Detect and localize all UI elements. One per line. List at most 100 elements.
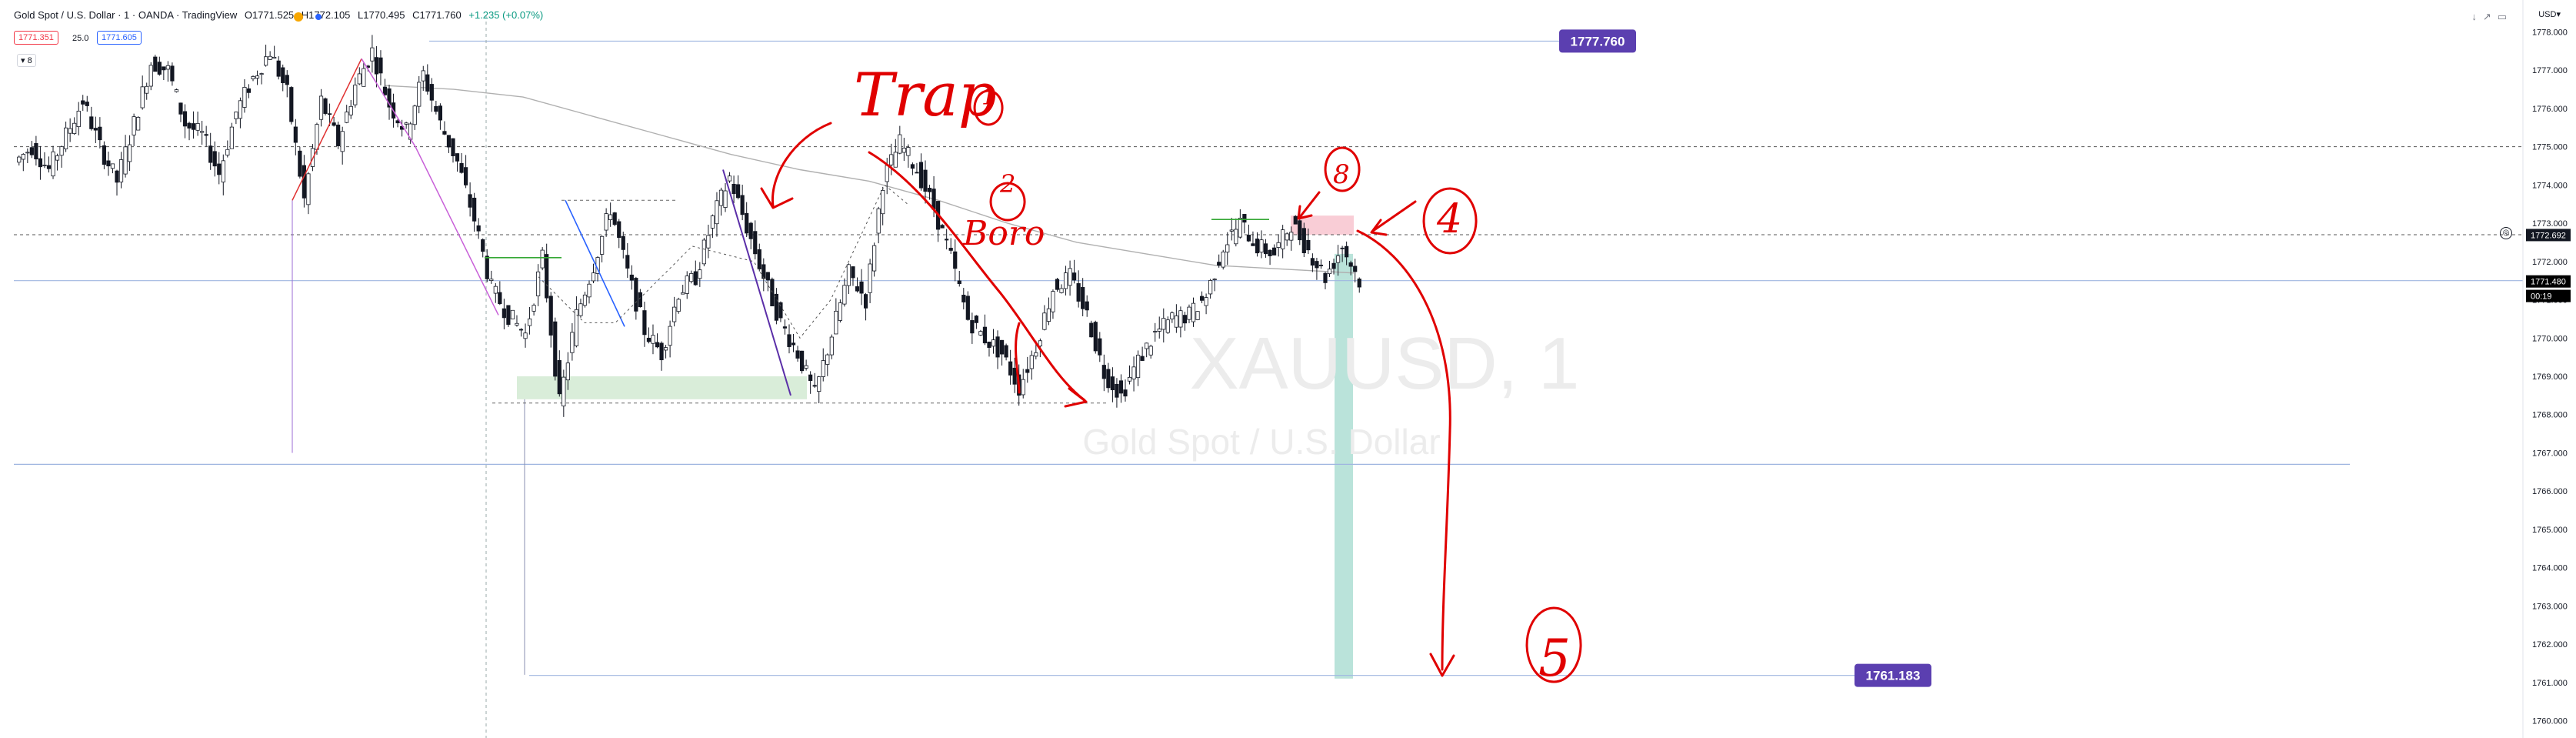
candle-body [1038, 340, 1042, 347]
candle-body [1281, 229, 1285, 249]
candle-body [515, 322, 519, 326]
candle-body [740, 195, 745, 215]
candle-body [851, 266, 855, 279]
lots-toggle[interactable]: ▾ 8 [17, 54, 36, 67]
candle-body [459, 162, 464, 173]
candle-body [1212, 279, 1217, 281]
candle-body [915, 172, 919, 174]
candle-body [434, 105, 438, 112]
candle-body [1306, 239, 1311, 251]
target-zone [1335, 253, 1353, 679]
candle-body [651, 335, 655, 344]
target-icon[interactable]: ◎ [2500, 227, 2512, 239]
candle-body [1195, 311, 1200, 320]
candle-body [315, 124, 319, 150]
candle-body [1034, 352, 1038, 357]
candle-body [565, 362, 570, 381]
candle-body [748, 222, 753, 239]
candle-body [51, 151, 55, 177]
candle-body [842, 285, 847, 305]
window-controls[interactable]: ↓↗▭ [2471, 11, 2513, 22]
candle-body [476, 225, 481, 232]
symbol-title[interactable]: Gold Spot / U.S. Dollar · 1 · OANDA · Tr… [14, 9, 238, 21]
candle-body [668, 326, 672, 346]
axis-tick-label: 1768.000 [2532, 411, 2568, 420]
candle-body [178, 102, 183, 115]
candle-body [502, 308, 506, 319]
visibility-toggle-icon[interactable] [294, 12, 303, 22]
axis-price-tag: 1771.480 [2531, 278, 2566, 287]
candle-body [93, 128, 98, 131]
candle-body [1182, 315, 1188, 324]
candle-body [285, 75, 289, 85]
candle-body [1255, 239, 1260, 254]
spread-value: 25.0 [72, 34, 89, 43]
candle-body [927, 188, 932, 192]
candle-body [118, 159, 124, 182]
axis-tick-label: 1769.000 [2532, 372, 2568, 382]
candle-body [612, 212, 617, 225]
candle-body [868, 263, 872, 293]
moving-average-line [384, 85, 1355, 274]
candle-body [872, 245, 877, 272]
candle-body [268, 55, 272, 60]
candle-body [1315, 261, 1319, 269]
candle-body [123, 146, 128, 175]
candle-body [663, 347, 668, 351]
candle-body [804, 365, 808, 369]
candle-body [145, 85, 149, 94]
axis-tick-label: 1766.000 [2532, 487, 2568, 496]
candle-body [221, 160, 225, 183]
candle-body [489, 279, 494, 282]
candle-body [225, 149, 230, 156]
axis-tick-label: 1776.000 [2532, 105, 2568, 114]
candle-body [855, 286, 860, 292]
candle-body [536, 271, 541, 296]
candle-body [795, 350, 800, 359]
annotation-boro-text: Boro [962, 214, 1045, 253]
candle-body [463, 167, 468, 185]
price-label: 1761.183 [1866, 669, 1921, 683]
candle-body [1221, 251, 1225, 268]
candle-body [1276, 242, 1281, 248]
candle-body [38, 158, 43, 168]
candle-body [362, 68, 366, 87]
candle-body [255, 75, 260, 78]
candle-body [629, 274, 634, 281]
candle-body [21, 154, 25, 160]
candle-body [782, 326, 788, 329]
candle-body [974, 316, 978, 323]
candle-body [693, 271, 698, 286]
candle-body [838, 302, 842, 321]
candle-body [1055, 279, 1060, 290]
candle-body [659, 342, 664, 361]
watermark-name: Gold Spot / U.S. Dollar [1082, 422, 1440, 462]
price-label-bg [1559, 29, 1636, 53]
candle-body [685, 275, 689, 294]
buy-button[interactable]: 1771.605 [97, 31, 142, 45]
candle-body [945, 239, 949, 241]
candle-body [701, 239, 706, 265]
candle-body [540, 249, 545, 269]
currency-select[interactable]: USD▾ [2538, 10, 2561, 19]
candle-body [336, 124, 341, 146]
candle-body [1204, 297, 1208, 306]
sell-button[interactable]: 1771.351 [14, 31, 58, 45]
candle-body [1225, 244, 1230, 253]
candle-body [162, 66, 166, 71]
candle-body [548, 296, 553, 336]
candle-body [1110, 376, 1115, 391]
candle-body [451, 138, 455, 157]
candle-body [991, 339, 996, 347]
candle-body [953, 251, 958, 269]
candle-body [910, 164, 915, 169]
candle-body [774, 293, 778, 321]
candle-body [493, 286, 498, 294]
annotation-circle-4 [1422, 187, 1478, 255]
candle-body [1259, 239, 1264, 253]
candle-body [264, 56, 268, 66]
candle-body [527, 318, 532, 326]
candle-body [1101, 365, 1106, 379]
ohlc-close: C1771.760 [412, 9, 462, 21]
